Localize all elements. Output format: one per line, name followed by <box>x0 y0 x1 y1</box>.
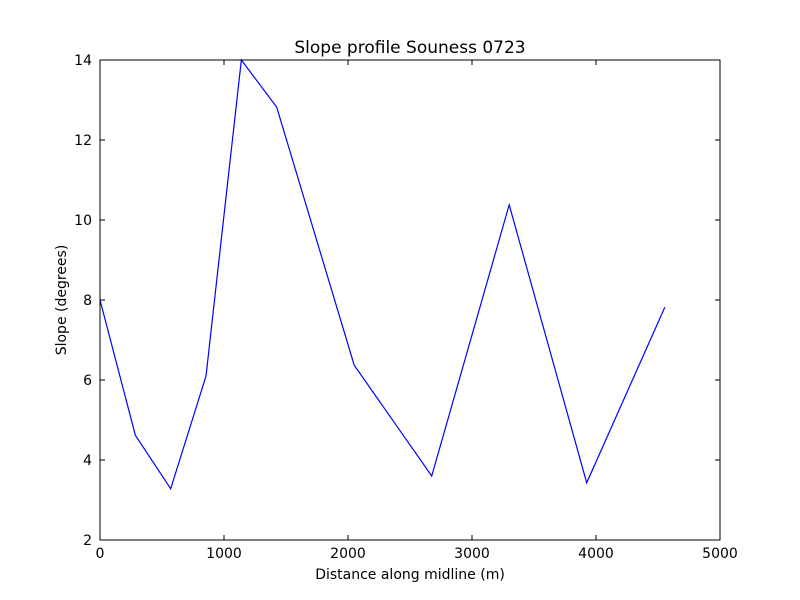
y-tick-label: 4 <box>83 453 92 469</box>
x-tick-label: 5000 <box>702 546 738 562</box>
x-tick-label: 4000 <box>578 546 614 562</box>
data-series-line <box>99 58 666 491</box>
y-tick-label: 14 <box>74 53 92 69</box>
x-tick-label: 2000 <box>330 546 366 562</box>
y-tick-label: 2 <box>83 533 92 549</box>
y-tick-label: 12 <box>74 133 92 149</box>
plot-area: 0 1000 2000 3000 4000 5000 2 4 6 8 10 12 14 <box>74 53 738 562</box>
chart-title: Slope profile Souness 0723 <box>294 38 525 58</box>
x-tick-label: 3000 <box>454 546 490 562</box>
y-tick-label: 8 <box>83 293 92 309</box>
x-tick-label: 0 <box>96 546 105 562</box>
y-tick-label: 10 <box>74 213 92 229</box>
axes-frame <box>99 59 721 541</box>
y-axis-label: Slope (degrees) <box>54 245 70 356</box>
x-axis-label: Distance along midline (m) <box>315 567 505 583</box>
y-tick-label: 6 <box>83 373 92 389</box>
x-tick-label: 1000 <box>206 546 242 562</box>
